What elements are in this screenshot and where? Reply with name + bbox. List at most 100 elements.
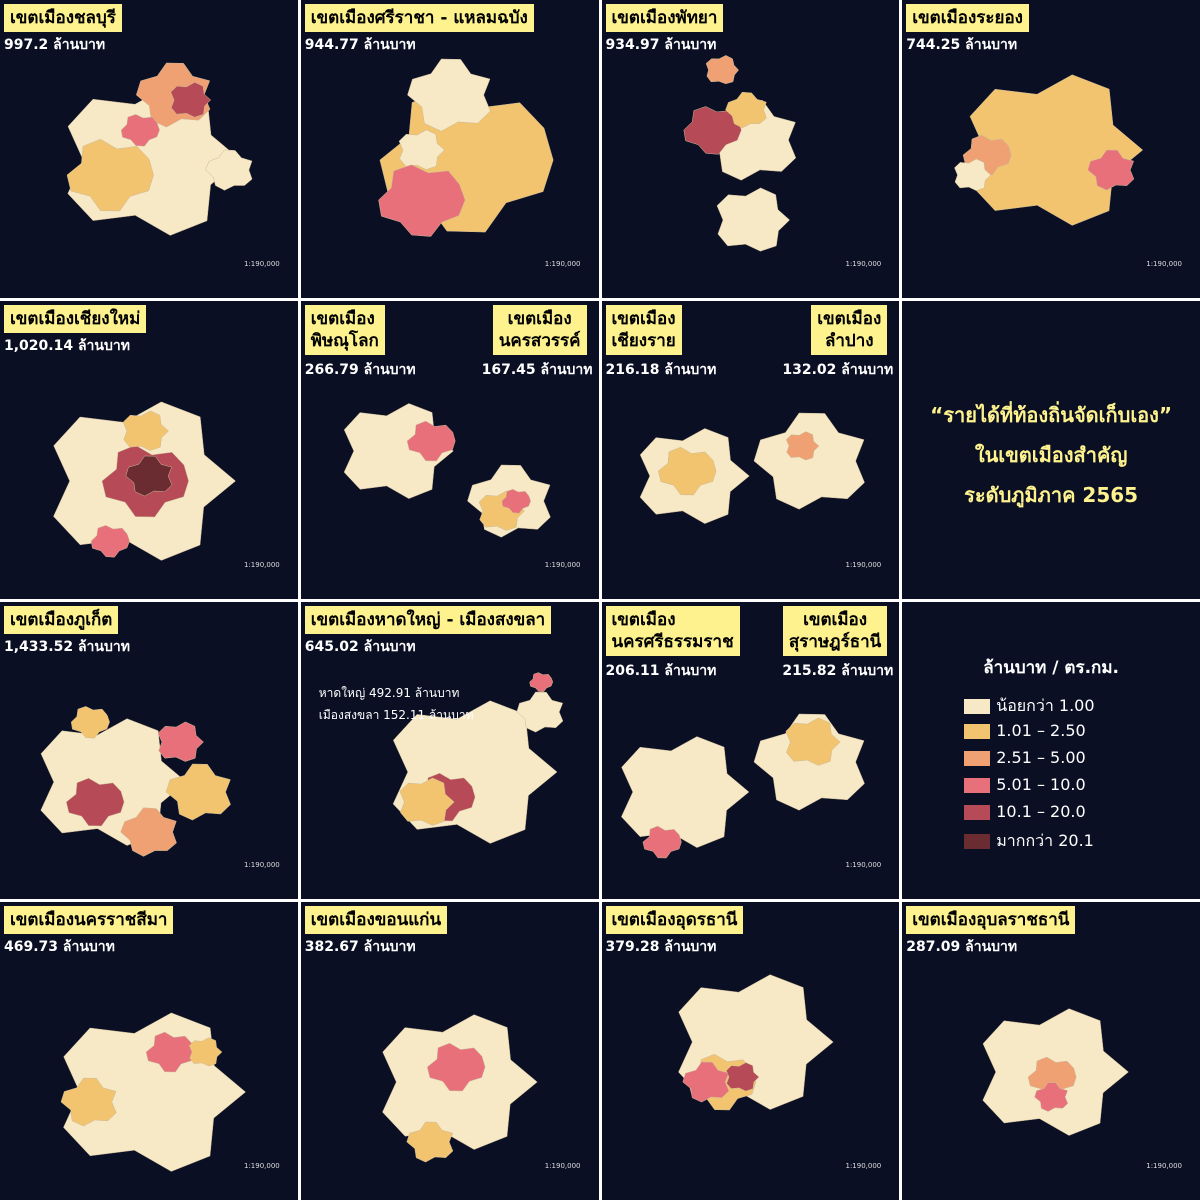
legend-swatch (964, 804, 991, 820)
district-area (642, 825, 682, 858)
district-area (1087, 149, 1135, 191)
title-line: เขตเมืองระยอง (912, 8, 1023, 28)
amount: 379.28 ล้านบาท (605, 939, 717, 956)
district-area (399, 777, 455, 826)
district-area (954, 158, 992, 191)
district-area (120, 114, 160, 147)
legend-label: 2.51 – 5.00 (996, 747, 1086, 767)
legend-label: น้อยกว่า 1.00 (996, 695, 1095, 715)
district-area (716, 187, 790, 252)
note: เมืองสงขลา 152.11 ล้านบาท (318, 707, 474, 722)
map (40, 705, 231, 857)
district-area (60, 1077, 117, 1127)
title-box: เขตเมืองศรีราชา - แหลมฉบัง (304, 4, 534, 32)
title-box: เขตเมืองอุดรธานี (605, 906, 744, 935)
district-area (724, 91, 767, 129)
district-area (125, 455, 173, 497)
amount: 944.77 ล้านบาท (304, 37, 416, 53)
map (620, 713, 865, 858)
title-line: สุราษฎร์ธานี (788, 631, 882, 652)
district-area (145, 1032, 195, 1073)
scale-label: 1:190,000 (243, 259, 280, 268)
title-line: เขตเมืองหาดใหญ่ - เมืองสงขลา (310, 609, 546, 630)
legend-swatch (964, 698, 991, 714)
amount: 216.18 ล้านบาท (605, 361, 717, 378)
title-line: เขตเมืองนครราชสีมา (10, 910, 168, 931)
legend-swatch (964, 833, 991, 849)
map (982, 1008, 1130, 1137)
title-line: เขตเมืองเชียงใหม่ (10, 308, 141, 329)
title-box: เขตเมืองหาดใหญ่ - เมืองสงขลา (304, 605, 552, 634)
scale-label: 1:190,000 (243, 861, 280, 870)
title-box: เขตเมือง พิษณุโลก (304, 304, 385, 355)
title-box: เขตเมืองพัทยา (605, 4, 724, 32)
legend-entry: 2.51 – 5.00 (964, 747, 1086, 767)
district-area (426, 1043, 486, 1092)
map (378, 58, 554, 237)
scale-label: 1:190,000 (845, 259, 882, 268)
amount: 266.79 ล้านบาท (304, 361, 416, 378)
district-area (516, 691, 563, 732)
scale-label: 1:190,000 (243, 560, 280, 569)
amount: 215.82 ล้านบาท (782, 662, 894, 679)
map (639, 412, 865, 524)
scale-label: 1:190,000 (845, 861, 882, 870)
panel: เขตเมืองเชียงใหม่ 1,020.14 ล้านบาท 1:190,0… (0, 300, 298, 599)
title-box: เขตเมืองอุบลราชธานี (906, 906, 1076, 935)
title-line: เขตเมืองขอนแก่น (310, 910, 442, 931)
heading-line: “รายได้ที่ท้องถิ่นจัดเก็บเอง” (930, 402, 1173, 427)
map (343, 402, 551, 538)
panel: เขตเมืองภูเก็ต 1,433.52 ล้านบาท 1:190,000 (0, 601, 298, 900)
amount: 287.09 ล้านบาท (906, 939, 1018, 956)
amount: 997.2 ล้านบาท (4, 37, 106, 53)
district-area (725, 1062, 759, 1092)
title-box: เขตเมืองชลบุรี (4, 4, 122, 32)
title-line: เชียงราย (611, 330, 676, 351)
legend-swatch (964, 777, 991, 793)
district-area (189, 1037, 223, 1067)
district-area (406, 420, 456, 462)
amount: 1,433.52 ล้านบาท (4, 638, 130, 655)
amount: 934.97 ล้านบาท (605, 37, 717, 53)
title-box: เขตเมืองระยอง (906, 4, 1029, 32)
legend-label: 1.01 – 2.50 (996, 720, 1086, 740)
panel: เขตเมืองอุดรธานี 379.28 ล้านบาท 1:190,000 (601, 902, 900, 1200)
title-box: เขตเมือง นครสวรรค์ (492, 304, 587, 355)
amount: 645.02 ล้านบาท (304, 638, 416, 655)
district-area (529, 671, 553, 692)
amount: 744.25 ล้านบาท (906, 37, 1018, 53)
district-area (753, 412, 865, 510)
title-line: เขตเมือง (611, 308, 676, 329)
amount: 382.67 ล้านบาท (304, 939, 416, 956)
title-box: เขตเมือง ลำปาง (811, 304, 888, 355)
title-line: เขตเมือง (507, 308, 572, 329)
scale-label: 1:190,000 (544, 259, 581, 268)
district-area (120, 806, 177, 857)
title-line: เขตเมือง (310, 308, 375, 329)
map (60, 1012, 246, 1172)
panel: ล้านบาท / ตร.กม. น้อยกว่า 1.00 1.01 – 2.50… (902, 601, 1200, 900)
map (381, 1014, 538, 1163)
scale-label: 1:190,000 (1146, 259, 1182, 268)
title-line: เขตเมือง (611, 609, 676, 630)
panel: “รายได้ที่ท้องถิ่นจัดเก็บเอง” ในเขตเมืองส… (902, 300, 1200, 599)
legend-title: ล้านบาท / ตร.กม. (983, 657, 1119, 678)
district-area (66, 777, 125, 826)
district-area (753, 713, 865, 810)
title-line: เขตเมืองศรีราชา - แหลมฉบัง (310, 8, 528, 28)
panel: เขตเมืองพัทยา 934.97 ล้านบาท 1:190,000 (601, 0, 900, 298)
legend-swatch (964, 750, 991, 766)
heading-line: ระดับภูมิภาค 2565 (964, 482, 1139, 507)
map (66, 62, 253, 236)
district-area (705, 55, 739, 85)
title-box: เขตเมือง เชียงราย (605, 304, 682, 355)
title-line: เขตเมือง (817, 308, 882, 329)
district-area (785, 717, 841, 766)
district-area (170, 82, 212, 118)
map (954, 74, 1144, 226)
map (677, 974, 834, 1111)
title-line: นครสวรรค์ (498, 330, 581, 351)
map (683, 55, 796, 252)
amount: 132.02 ล้านบาท (782, 361, 894, 378)
